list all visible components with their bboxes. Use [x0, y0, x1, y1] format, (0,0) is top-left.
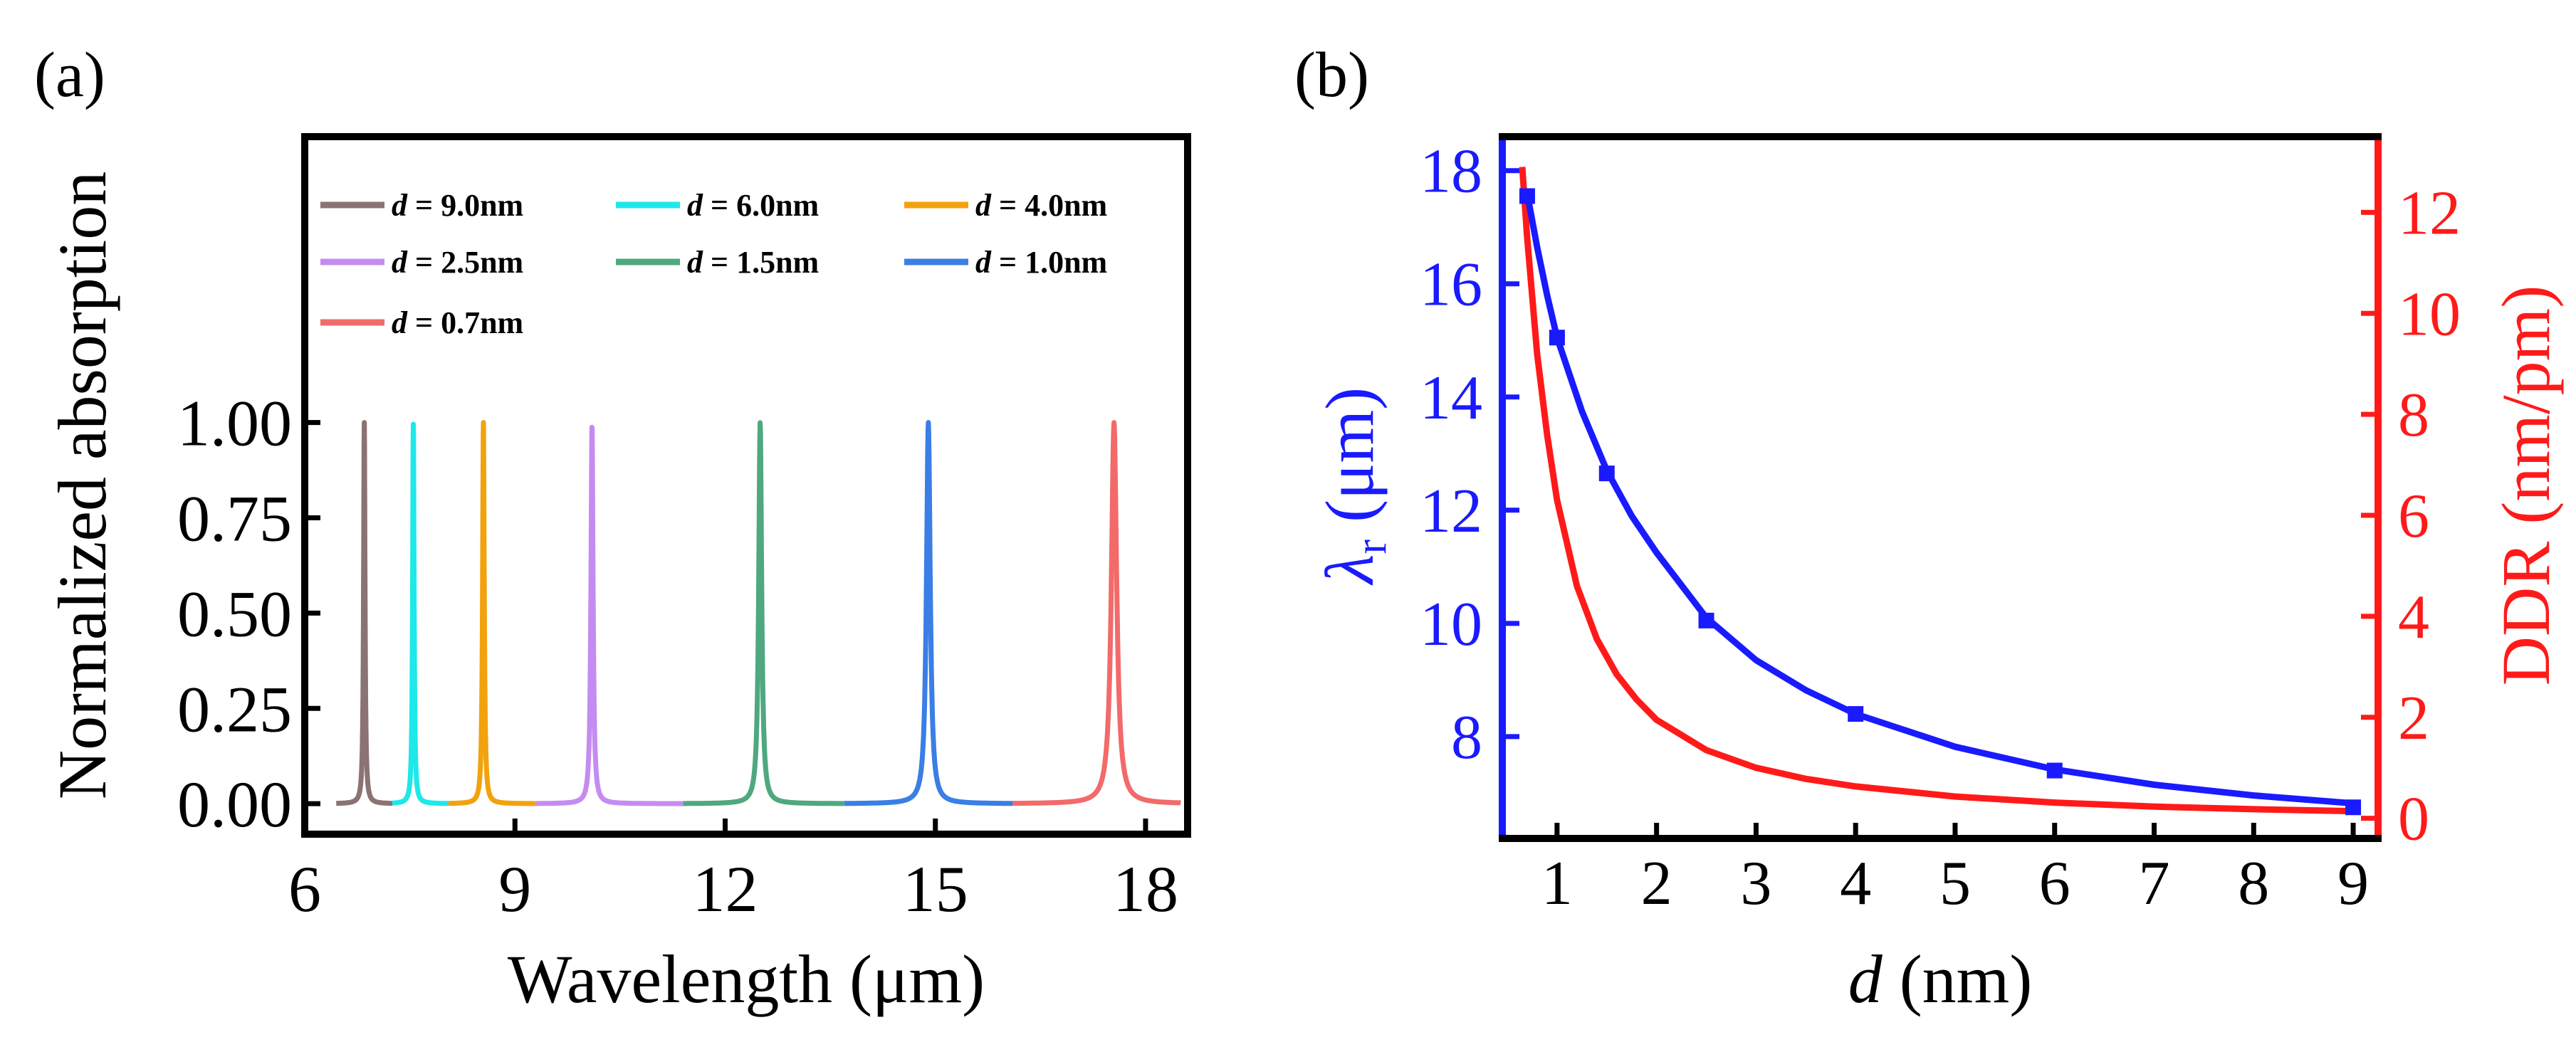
x-tick-label: 12 — [692, 853, 758, 925]
x-tick-label: 9 — [498, 853, 531, 925]
legend-item-d1: d = 1.0nm — [904, 245, 1107, 280]
absorption-curve-d-4-0nm — [446, 420, 538, 806]
svg-text:d = 2.5nm: d = 2.5nm — [392, 245, 523, 280]
legend-item-d2-5: d = 2.5nm — [320, 245, 523, 280]
legend-label-d9: = 9.0nm — [407, 188, 523, 223]
y-tick-label: 0.50 — [177, 577, 292, 650]
right-y-tick-label: 12 — [2398, 179, 2461, 248]
lambda-unit: (μm) — [1311, 387, 1388, 540]
lambda-data-point — [1549, 330, 1565, 346]
legend-d-symbol: d — [392, 305, 408, 340]
panel-b-left-axis-label: λr (μm) — [1311, 387, 1396, 586]
left-y-tick-label: 12 — [1420, 477, 1482, 546]
panel-a-absorption-chart: (a) 6 9 12 15 18 0.00 0.25 0.50 0.75 1.00 d = 9.… — [34, 40, 1191, 1017]
panel-b-label: (b) — [1294, 40, 1369, 110]
legend-d-symbol: d — [687, 188, 703, 223]
panel-a-legend: d = 9.0nm d = 6.0nm d = 4.0nm d = 2.5nm … — [320, 188, 1107, 340]
lambda-data-point — [1598, 465, 1615, 482]
legend-label-d4: = 4.0nm — [991, 188, 1107, 223]
legend-d-symbol: d — [392, 245, 408, 280]
absorption-curve-d-9-0nm — [333, 420, 395, 806]
absorption-curve-d-6-0nm — [389, 421, 451, 806]
x-tick-label: 7 — [2139, 849, 2170, 918]
right-y-tick-label: 4 — [2398, 583, 2429, 652]
x-tick-label: 6 — [2039, 849, 2070, 918]
lambda-data-point — [2046, 762, 2063, 779]
absorption-curve-d-1-0nm — [842, 420, 1015, 806]
legend-item-d6: d = 6.0nm — [616, 188, 819, 223]
legend-label-d2-5: = 2.5nm — [407, 245, 523, 280]
svg-text:d = 1.5nm: d = 1.5nm — [687, 245, 819, 280]
right-y-tick-label: 2 — [2398, 684, 2429, 753]
legend-d-symbol: d — [687, 245, 703, 280]
legend-item-d0-7: d = 0.7nm — [320, 305, 523, 340]
x-tick-label: 18 — [1113, 853, 1178, 925]
svg-text:d = 9.0nm: d = 9.0nm — [392, 188, 523, 223]
left-y-tick-label: 16 — [1420, 251, 1482, 320]
panel-a-y-ticks: 0.00 0.25 0.50 0.75 1.00 — [177, 387, 320, 841]
x-tick-label: 9 — [2337, 849, 2369, 918]
svg-text:d = 0.7nm: d = 0.7nm — [392, 305, 523, 340]
absorption-curve-d-1-5nm — [681, 420, 847, 806]
panel-a-x-axis-label: Wavelength (μm) — [508, 941, 985, 1017]
panel-b-left-ticks: 8 10 12 14 16 18 — [1420, 137, 1519, 772]
left-y-tick-label: 14 — [1420, 364, 1482, 433]
left-y-tick-label: 10 — [1420, 590, 1482, 659]
panel-a-y-axis-label: Normalized absorption — [44, 172, 120, 799]
x-tick-label: 3 — [1740, 849, 1771, 918]
svg-text:d = 1.0nm: d = 1.0nm — [975, 245, 1107, 280]
x-tick-label: 4 — [1840, 849, 1871, 918]
left-y-tick-label: 18 — [1420, 137, 1482, 206]
legend-label-d6: = 6.0nm — [703, 188, 819, 223]
panel-b-right-ticks: 0 2 4 6 8 10 12 — [2361, 179, 2461, 854]
x-tick-label: 8 — [2238, 849, 2269, 918]
right-y-tick-label: 10 — [2398, 280, 2461, 349]
y-tick-label: 0.25 — [177, 673, 292, 745]
lambda-data-point — [1519, 188, 1535, 204]
legend-label-d1-5: = 1.5nm — [703, 245, 819, 280]
panel-b-x-axis-unit: (nm) — [1883, 941, 2033, 1017]
legend-item-d9: d = 9.0nm — [320, 188, 523, 223]
y-tick-label: 1.00 — [177, 387, 292, 460]
lambda-data-point — [2345, 799, 2362, 816]
right-y-tick-label: 8 — [2398, 381, 2429, 450]
legend-d-symbol: d — [975, 245, 992, 280]
lambda-symbol: λ — [1311, 554, 1388, 586]
right-y-tick-label: 0 — [2398, 785, 2429, 854]
x-tick-label: 6 — [288, 853, 321, 925]
panel-b-right-axis-label: DDR (nm/pm) — [2488, 285, 2564, 686]
lambda-data-point — [1698, 612, 1714, 628]
legend-label-d1: = 1.0nm — [991, 245, 1107, 280]
legend-d-symbol: d — [392, 188, 408, 223]
svg-text:d = 4.0nm: d = 4.0nm — [975, 188, 1107, 223]
panel-a-series-group — [333, 420, 1183, 806]
absorption-curve-d-2-5nm — [533, 424, 686, 806]
legend-item-d1-5: d = 1.5nm — [616, 245, 819, 280]
panel-a-label: (a) — [34, 40, 105, 110]
x-tick-label: 15 — [903, 853, 968, 925]
lambda-subscript: r — [1347, 540, 1396, 554]
svg-text:d = 6.0nm: d = 6.0nm — [687, 188, 819, 223]
x-tick-label: 1 — [1541, 849, 1573, 918]
y-tick-label: 0.00 — [177, 768, 292, 841]
legend-d-symbol: d — [975, 188, 992, 223]
x-tick-label: 5 — [1939, 849, 1971, 918]
right-y-tick-label: 6 — [2398, 482, 2429, 551]
panel-b-x-axis-var: d — [1848, 941, 1883, 1017]
x-tick-label: 2 — [1641, 849, 1672, 918]
panel-a-plot-frame — [301, 133, 1191, 838]
ddr-fit-curve — [1519, 167, 2354, 815]
panel-b-x-axis-label: d (nm) — [1848, 941, 2033, 1017]
y-tick-label: 0.75 — [177, 483, 292, 555]
lambda-data-point — [1848, 706, 1864, 722]
absorption-curve-d-0-7nm — [1010, 420, 1183, 806]
panel-b-series-group — [1519, 167, 2362, 816]
left-y-tick-label: 8 — [1451, 703, 1482, 772]
legend-label-d0-7: = 0.7nm — [407, 305, 523, 340]
legend-item-d4: d = 4.0nm — [904, 188, 1107, 223]
panel-a-x-ticks: 6 9 12 15 18 — [288, 819, 1178, 925]
